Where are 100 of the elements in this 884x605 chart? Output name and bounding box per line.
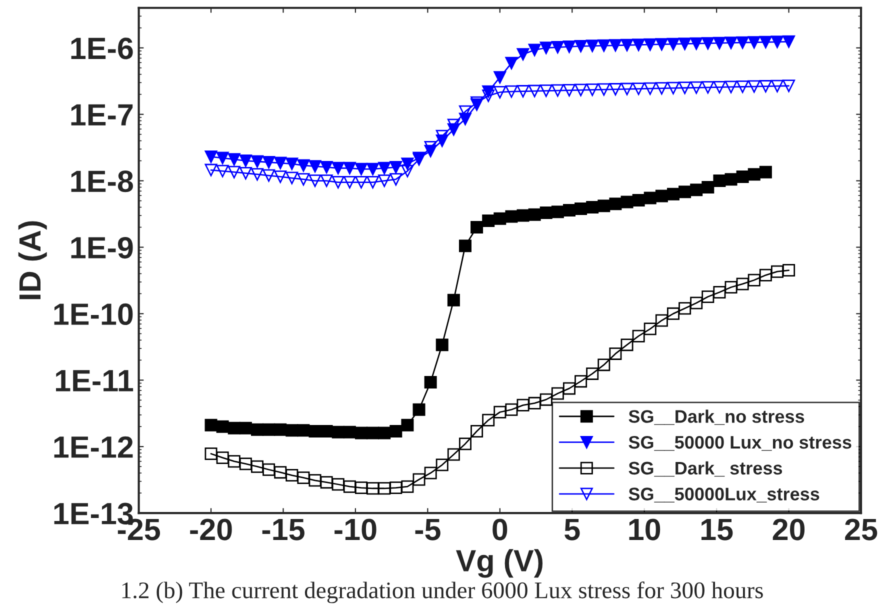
- point: [470, 425, 484, 438]
- point: [620, 196, 634, 208]
- point: [436, 458, 448, 472]
- point: [401, 418, 414, 432]
- point: [436, 338, 448, 352]
- point: [782, 264, 796, 277]
- point: [378, 426, 391, 440]
- point: [505, 210, 518, 223]
- point: [736, 170, 749, 183]
- point: [378, 174, 391, 188]
- y-tick-label: 1E-7: [71, 104, 133, 126]
- point: [216, 152, 229, 164]
- point: [609, 347, 622, 360]
- point: [332, 426, 344, 438]
- legend-label: SG__Dark_ stress: [628, 461, 782, 477]
- point: [574, 84, 588, 96]
- point: [678, 186, 692, 198]
- point: [770, 265, 784, 278]
- y-tick-label: 1E-6: [71, 38, 133, 60]
- point: [239, 166, 252, 180]
- point: [598, 358, 610, 372]
- point: [286, 424, 298, 437]
- y-axis-title: ID (A): [18, 221, 47, 300]
- point: [702, 37, 714, 50]
- point: [690, 81, 703, 94]
- point: [228, 166, 240, 178]
- point: [632, 38, 645, 52]
- point: [736, 278, 749, 290]
- point: [494, 86, 506, 98]
- point: [713, 80, 726, 94]
- point: [390, 425, 402, 438]
- point: [332, 176, 344, 189]
- x-tick-label: 10: [629, 518, 660, 540]
- point: [516, 48, 530, 61]
- point: [666, 82, 680, 94]
- point: [551, 41, 564, 54]
- point: [516, 85, 530, 98]
- point: [458, 438, 472, 450]
- point: [390, 160, 402, 174]
- point: [297, 173, 310, 186]
- point: [666, 307, 680, 320]
- point: [609, 198, 622, 210]
- point: [644, 82, 656, 95]
- y-tick-label: 1E-10: [54, 303, 133, 326]
- point: [366, 162, 380, 176]
- x-tick-label: -5: [415, 519, 440, 540]
- point: [724, 280, 738, 294]
- x-tick-label: -20: [190, 518, 232, 540]
- point: [713, 286, 726, 299]
- point: [598, 83, 610, 96]
- point: [262, 169, 276, 182]
- point: [239, 422, 252, 434]
- point: [516, 398, 530, 412]
- point: [678, 82, 692, 94]
- point: [655, 314, 668, 327]
- x-tick-label: -10: [334, 518, 376, 540]
- point: [632, 194, 645, 206]
- x-tick-label: 20: [772, 518, 805, 540]
- point: [354, 482, 368, 494]
- point: [494, 212, 506, 225]
- point: [644, 322, 656, 336]
- point: [666, 188, 680, 200]
- point: [655, 38, 668, 51]
- point: [736, 80, 749, 93]
- point: [644, 38, 656, 51]
- text: 1.2 (b) The current degradation under 6000 Lux stress for 300 hours: [122, 581, 763, 604]
- point: [412, 403, 426, 416]
- point: [286, 172, 298, 184]
- point: [782, 35, 796, 48]
- point: [354, 162, 368, 176]
- x-tick-label: 0: [492, 518, 508, 540]
- point: [759, 166, 772, 178]
- point: [494, 71, 506, 84]
- point: [748, 274, 760, 286]
- point: [759, 268, 772, 282]
- point: [412, 473, 426, 486]
- point: [540, 206, 552, 220]
- point: [343, 176, 356, 189]
- point: [308, 174, 322, 188]
- point: [204, 164, 218, 176]
- point: [482, 414, 495, 426]
- point: [586, 367, 599, 380]
- point: [724, 80, 738, 94]
- point: [274, 156, 287, 170]
- point: [250, 155, 264, 168]
- point: [332, 478, 344, 491]
- point: [609, 39, 622, 52]
- point: [401, 164, 414, 178]
- point: [343, 480, 356, 493]
- point: [505, 56, 518, 70]
- x-axis-title: Vg (V): [456, 549, 543, 578]
- point: [308, 474, 322, 487]
- point: [655, 82, 668, 95]
- point: [516, 209, 530, 222]
- point: [390, 482, 402, 494]
- point: [482, 214, 495, 228]
- point: [354, 426, 368, 440]
- point: [702, 81, 714, 94]
- point: [505, 403, 518, 416]
- point: [528, 396, 541, 410]
